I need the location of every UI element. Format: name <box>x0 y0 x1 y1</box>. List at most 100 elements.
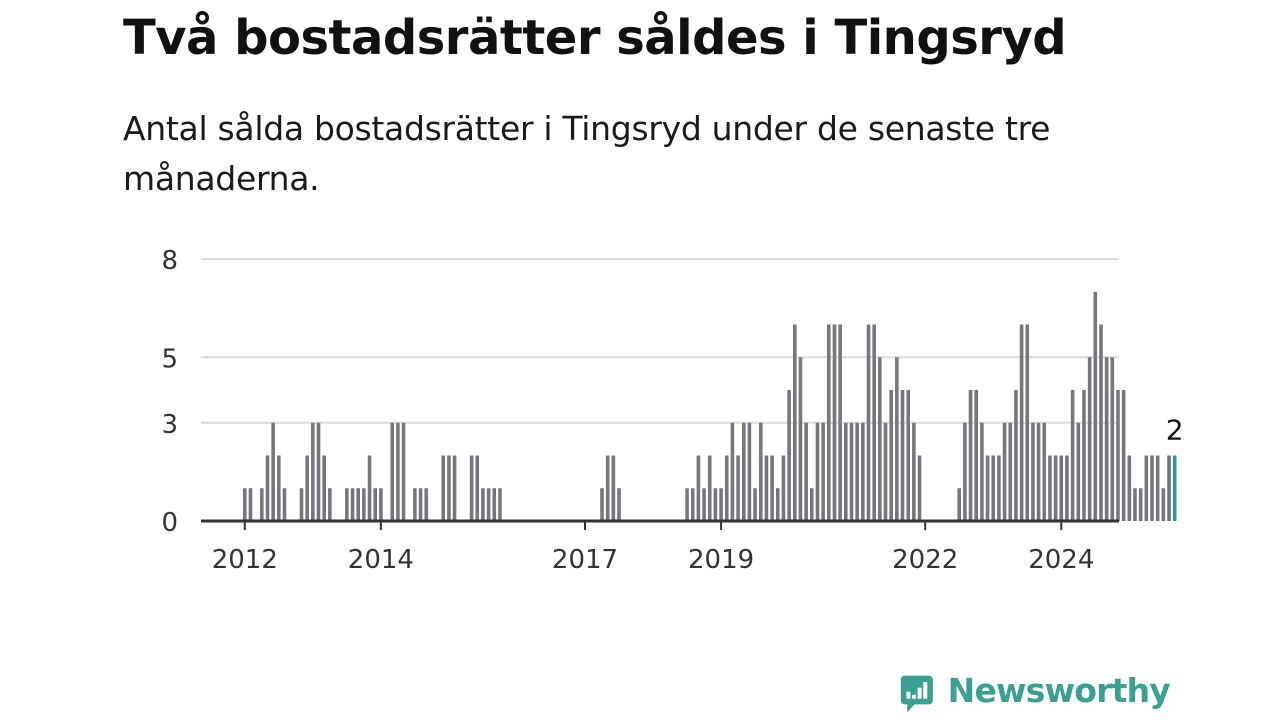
bar <box>1127 455 1132 521</box>
bar <box>775 488 780 521</box>
bar <box>441 455 446 521</box>
bar <box>798 357 803 521</box>
bar <box>1076 422 1081 521</box>
bar <box>1133 488 1137 521</box>
bar <box>770 455 774 521</box>
bar <box>305 455 309 521</box>
bar <box>974 390 979 521</box>
bar <box>1155 455 1160 521</box>
bar <box>713 488 718 521</box>
bar <box>883 422 888 521</box>
bar <box>690 488 695 521</box>
bar <box>827 324 831 521</box>
bar <box>345 488 349 521</box>
bar <box>889 390 893 521</box>
bar <box>413 488 417 521</box>
bar <box>895 357 899 521</box>
bar <box>469 455 474 521</box>
bar <box>849 422 854 521</box>
bar <box>1082 390 1086 521</box>
bar <box>980 422 984 521</box>
bar <box>1070 390 1075 521</box>
bar <box>685 488 689 521</box>
bar <box>719 488 723 521</box>
bar <box>1167 455 1171 521</box>
bar <box>792 324 797 521</box>
bar <box>832 324 837 521</box>
bar <box>1014 390 1018 521</box>
bar <box>815 422 820 521</box>
bar <box>821 422 825 521</box>
bar <box>1099 324 1103 521</box>
bar <box>696 455 701 521</box>
bar <box>1031 422 1035 521</box>
bar <box>1150 455 1154 521</box>
bar <box>1019 324 1024 521</box>
bar <box>299 488 304 521</box>
bar <box>600 488 604 521</box>
bar <box>730 422 735 521</box>
bar <box>707 455 712 521</box>
bar <box>1121 390 1126 521</box>
bar <box>1036 422 1041 521</box>
bar <box>492 488 497 521</box>
bar <box>356 488 360 521</box>
bar <box>611 455 616 521</box>
bar <box>605 455 610 521</box>
bar <box>855 422 859 521</box>
bar <box>1116 390 1120 521</box>
x-tick-label: 2012 <box>212 545 278 575</box>
x-tick-label: 2024 <box>1028 545 1094 575</box>
brand-footer: Newsworthy <box>900 668 1171 720</box>
bar <box>764 455 769 521</box>
bar <box>736 455 740 521</box>
bar <box>271 422 275 521</box>
bar <box>1104 357 1109 521</box>
bar <box>277 455 281 521</box>
x-tick-label: 2014 <box>348 545 414 575</box>
bar <box>452 455 457 521</box>
bar <box>991 455 996 521</box>
x-tick-label: 2017 <box>552 545 618 575</box>
bar <box>1008 422 1013 521</box>
brand-name: Newsworthy <box>947 671 1171 710</box>
chart-subtitle: Antal sålda bostadsrätter i Tingsryd und… <box>123 109 1051 198</box>
bar <box>741 422 746 521</box>
y-tick-label: 0 <box>161 508 178 538</box>
bar <box>1042 422 1047 521</box>
bar <box>1053 455 1058 521</box>
bar <box>702 488 706 521</box>
bar <box>1093 291 1098 521</box>
bar <box>328 488 332 521</box>
bar <box>1087 357 1092 521</box>
bar <box>844 422 848 521</box>
bar <box>724 455 729 521</box>
bar <box>906 390 910 521</box>
bar <box>390 422 395 521</box>
bar <box>957 488 962 521</box>
bar <box>1144 455 1149 521</box>
bar <box>917 455 922 521</box>
bar <box>1161 488 1166 521</box>
bar <box>912 422 916 521</box>
bar <box>311 422 315 521</box>
bar <box>1059 455 1064 521</box>
bar <box>362 488 366 521</box>
y-tick-label: 5 <box>161 344 178 374</box>
bar <box>747 422 752 521</box>
highlight-data-label: 2 <box>1166 414 1184 447</box>
bar <box>418 488 423 521</box>
bar <box>997 455 1001 521</box>
bar <box>781 455 786 521</box>
bar <box>481 488 485 521</box>
x-tick-label: 2022 <box>892 545 958 575</box>
bar <box>316 422 321 521</box>
bar <box>401 422 406 521</box>
x-tick-label: 2019 <box>688 545 754 575</box>
bar <box>1065 455 1069 521</box>
bar <box>373 488 378 521</box>
bar-highlight <box>1172 455 1177 521</box>
newsworthy-logo-icon <box>900 675 933 713</box>
bar <box>810 488 814 521</box>
bar <box>367 455 372 521</box>
